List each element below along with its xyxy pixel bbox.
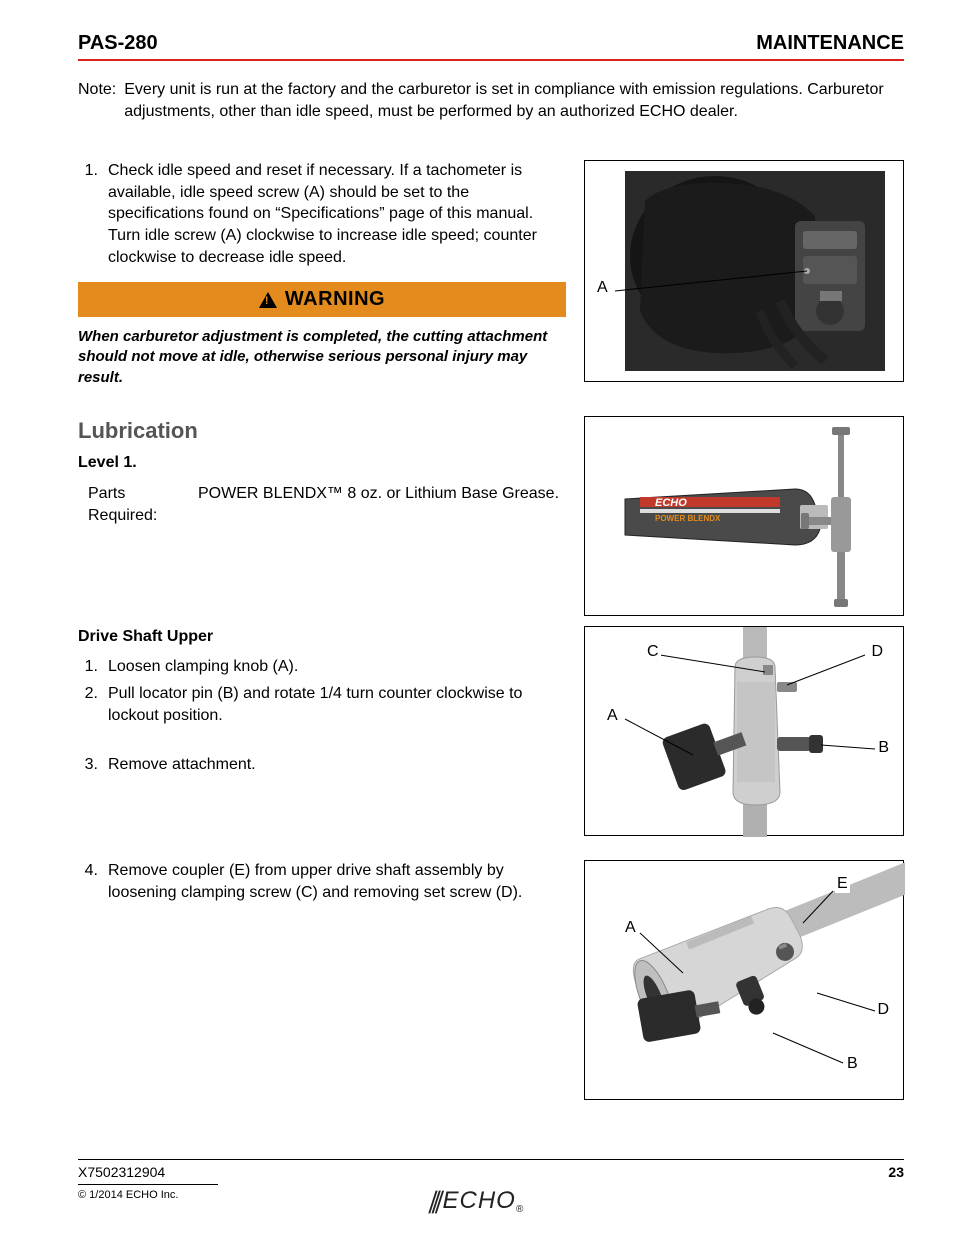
parts-required: Parts Required: POWER BLENDX™ 8 oz. or L…: [88, 483, 566, 526]
step-number: 1.: [78, 160, 108, 268]
model-number: PAS-280: [78, 32, 158, 55]
callout-a: A: [595, 279, 610, 297]
callout-a: A: [623, 919, 638, 937]
note-block: Note: Every unit is run at the factory a…: [78, 79, 904, 122]
figure-engine: A: [584, 160, 904, 382]
callout-d: D: [875, 1001, 891, 1019]
figure-grease: ECHO POWER BLENDX: [584, 416, 904, 616]
list-item: 1. Check idle speed and reset if necessa…: [78, 160, 566, 268]
step-number: 2.: [78, 683, 108, 726]
step-number: 1.: [78, 656, 108, 678]
page-number: 23: [888, 1164, 904, 1180]
engine-illustration: [585, 161, 905, 383]
coupler-illustration: [585, 627, 905, 837]
callout-b: B: [876, 739, 891, 757]
step-number: 3.: [78, 754, 108, 776]
warning-body: When carburetor adjustment is completed,…: [78, 327, 566, 388]
step-number: 4.: [78, 860, 108, 903]
warning-label: WARNING: [285, 286, 385, 313]
list-item: 3. Remove attachment.: [78, 754, 566, 776]
step-text: Pull locator pin (B) and rotate 1/4 turn…: [108, 683, 566, 726]
list-item: 4. Remove coupler (E) from upper drive s…: [78, 860, 566, 903]
note-text: Every unit is run at the factory and the…: [124, 79, 904, 122]
page-header: PAS-280 MAINTENANCE: [78, 32, 904, 61]
parts-label: Parts Required:: [88, 483, 168, 526]
parts-value: POWER BLENDX™ 8 oz. or Lithium Base Grea…: [198, 483, 559, 526]
callout-a: A: [605, 707, 620, 725]
figure-coupler-assembled: C D A B: [584, 626, 904, 836]
callout-b: B: [845, 1055, 860, 1073]
lubrication-heading: Lubrication: [78, 416, 566, 446]
grease-illustration: ECHO POWER BLENDX: [585, 417, 905, 617]
step-text: Remove attachment.: [108, 754, 566, 776]
list-item: 1. Loosen clamping knob (A).: [78, 656, 566, 678]
part-number: X7502312904: [78, 1164, 165, 1180]
callout-d: D: [869, 643, 885, 661]
note-label: Note:: [78, 79, 124, 122]
warning-icon: [259, 292, 277, 308]
callout-c: C: [645, 643, 661, 661]
svg-text:ECHO: ECHO: [655, 497, 687, 509]
echo-logo: |||ECHO®: [430, 1187, 524, 1215]
step-text: Check idle speed and reset if necessary.…: [108, 160, 566, 268]
step-text: Remove coupler (E) from upper drive shaf…: [108, 860, 566, 903]
logo-text: ECHO: [442, 1187, 515, 1214]
svg-text:POWER BLENDX: POWER BLENDX: [655, 514, 721, 523]
figure-coupler-removed: A E D B: [584, 860, 904, 1100]
warning-banner: WARNING: [78, 282, 566, 317]
drive-shaft-heading: Drive Shaft Upper: [78, 626, 566, 648]
section-title: MAINTENANCE: [756, 32, 904, 55]
step-text: Loosen clamping knob (A).: [108, 656, 566, 678]
list-item: 2. Pull locator pin (B) and rotate 1/4 t…: [78, 683, 566, 726]
level-label: Level 1.: [78, 452, 566, 474]
callout-e: E: [835, 875, 850, 893]
